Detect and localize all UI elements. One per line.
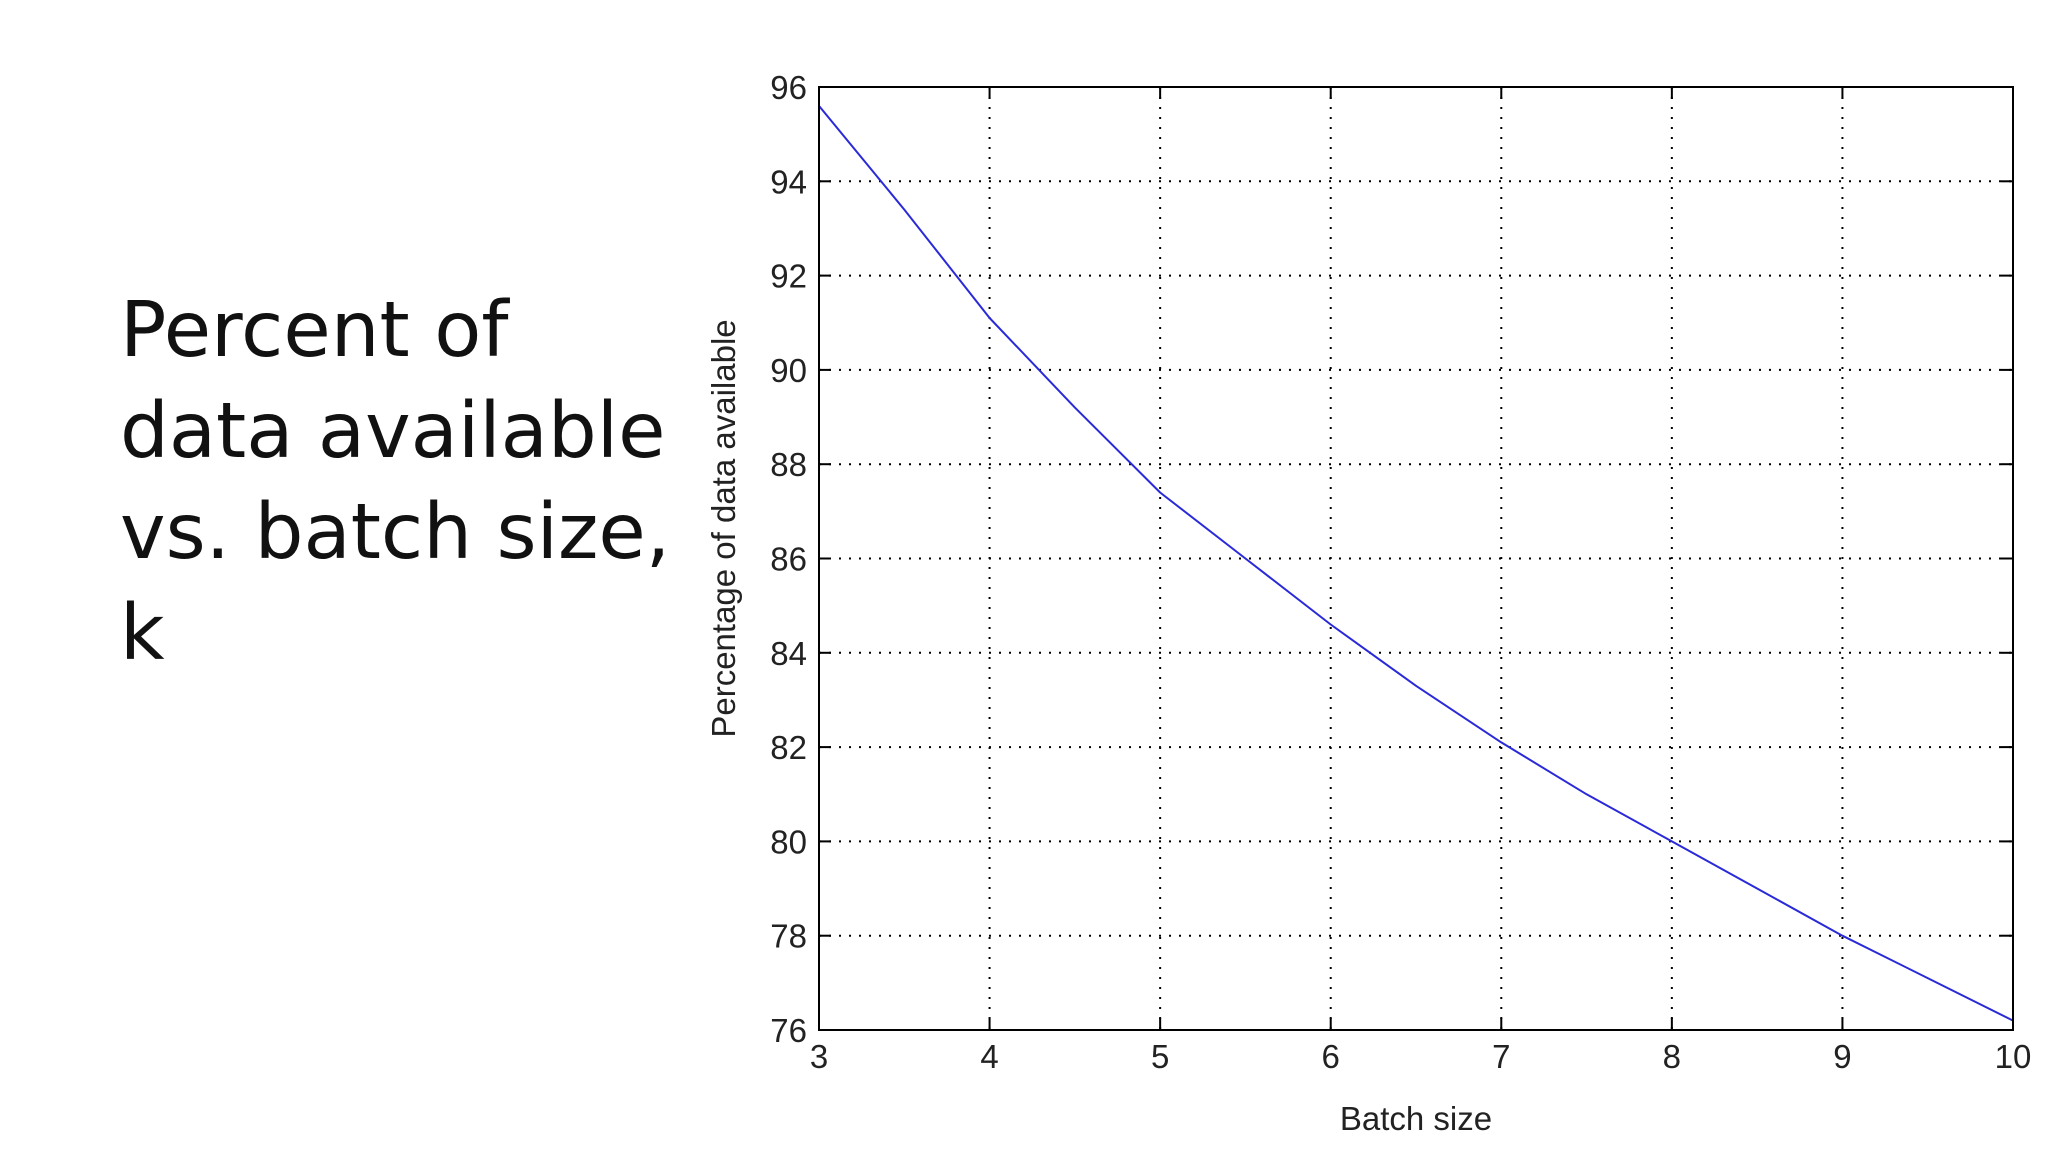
y-tick-label: 80 (770, 823, 807, 860)
y-tick-label: 84 (770, 635, 807, 672)
chart-series (818, 105, 2014, 1022)
y-tick-label: 76 (770, 1012, 807, 1049)
x-tick-label: 8 (1663, 1038, 1681, 1075)
x-tick-label: 5 (1151, 1038, 1169, 1075)
x-tick-label: 6 (1322, 1038, 1340, 1075)
y-tick-label: 96 (770, 69, 807, 106)
chart-grid (819, 87, 2013, 1030)
slide-title: Percent of data available vs. batch size… (120, 286, 671, 678)
y-tick-label: 92 (770, 258, 807, 295)
x-tick-label: 10 (1995, 1038, 2032, 1075)
y-tick-label: 82 (770, 729, 807, 766)
y-tick-label: 86 (770, 541, 807, 578)
x-axis-label: Batch size (1340, 1100, 1492, 1137)
y-tick-label: 90 (770, 352, 807, 389)
y-axis-label: Percentage of data available (705, 319, 742, 737)
series-line (818, 105, 2014, 1022)
x-tick-label: 3 (810, 1038, 828, 1075)
plot-frame (818, 86, 2014, 1031)
x-tick-label: 7 (1492, 1038, 1510, 1075)
x-tick-label: 9 (1833, 1038, 1851, 1075)
y-tick-label: 78 (770, 918, 807, 955)
x-tick-label: 4 (980, 1038, 998, 1075)
y-tick-label: 94 (770, 163, 807, 200)
y-tick-label: 88 (770, 446, 807, 483)
